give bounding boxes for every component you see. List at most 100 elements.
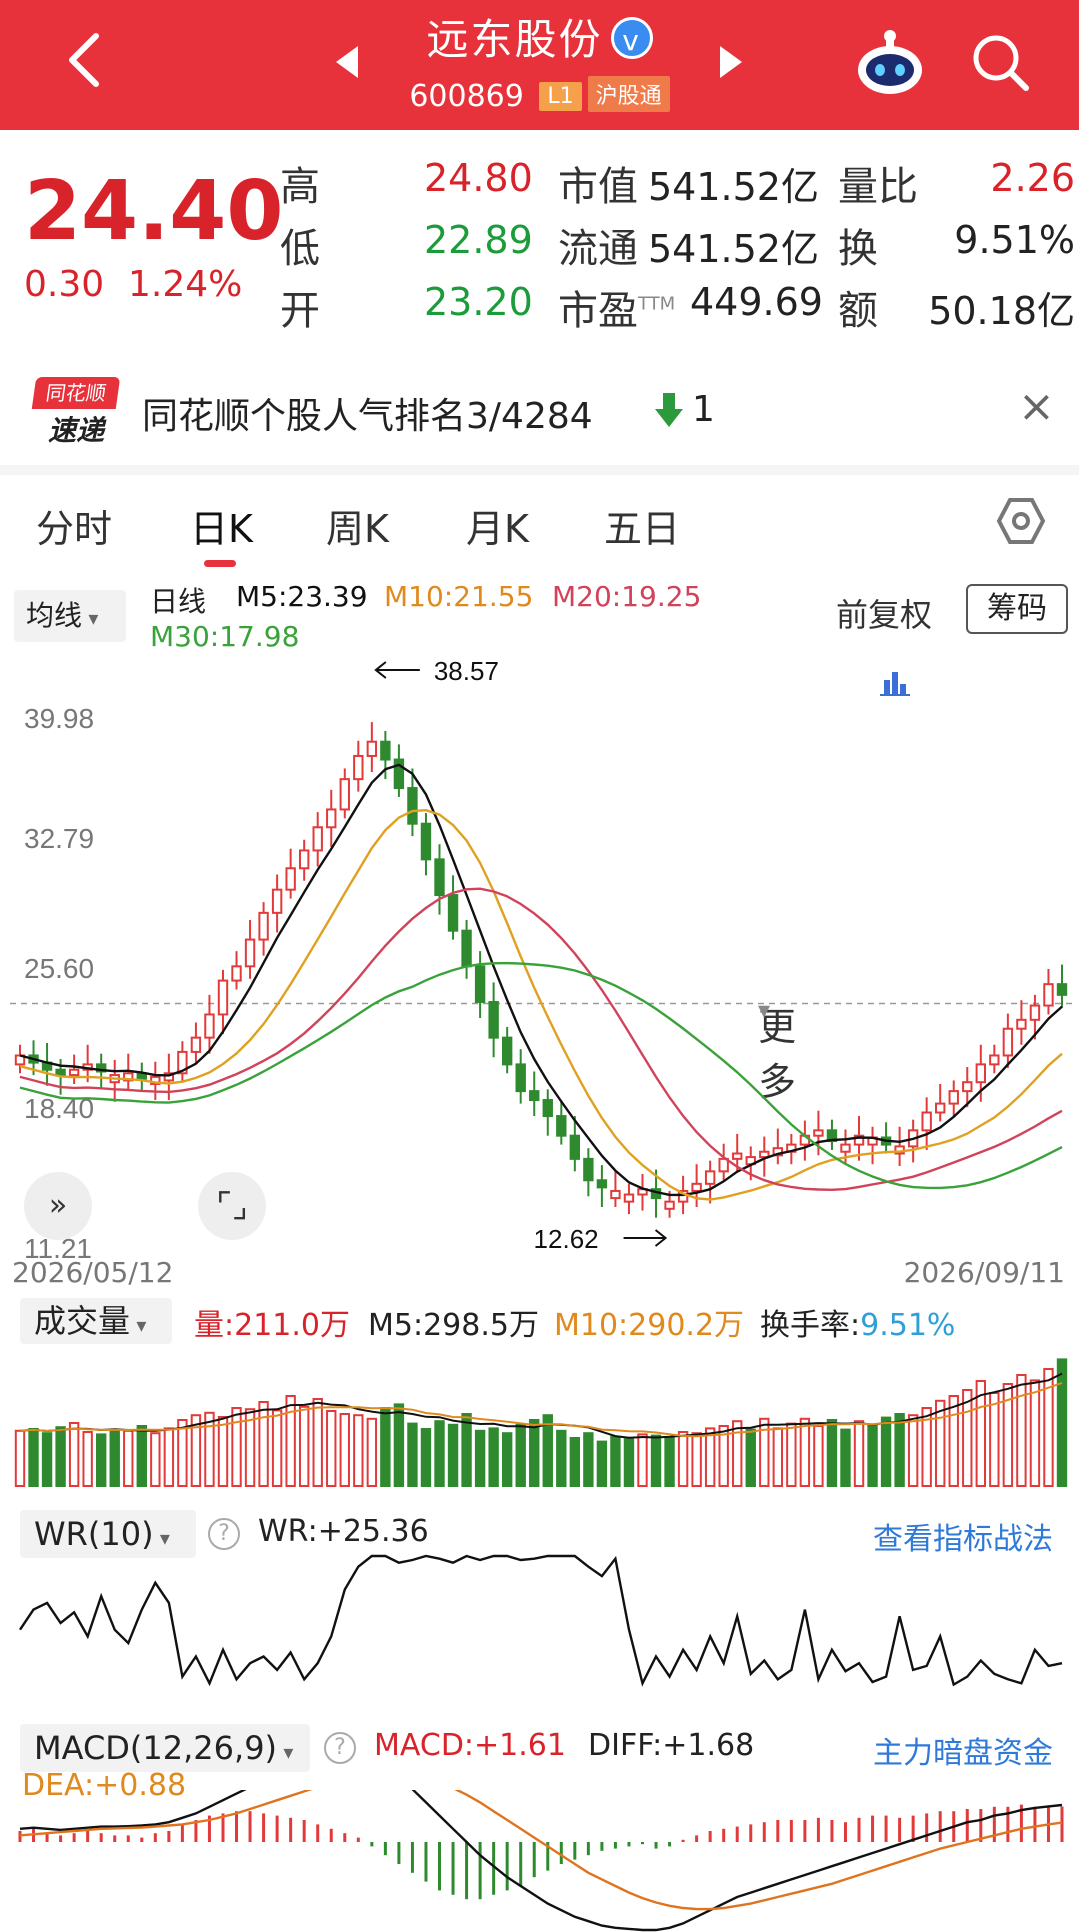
candle-body bbox=[921, 1111, 932, 1132]
low-mark: 12.62 bbox=[534, 1224, 599, 1254]
volume-bar bbox=[907, 1414, 919, 1487]
volume-bar bbox=[583, 1432, 594, 1487]
high-value: 24.80 bbox=[424, 156, 533, 200]
volume-bar bbox=[623, 1438, 635, 1487]
volume-chart bbox=[14, 1358, 1068, 1488]
candle-body bbox=[840, 1143, 851, 1153]
candle-body bbox=[380, 740, 391, 761]
macd-value: MACD:+1.61 bbox=[374, 1728, 566, 1763]
volume-bar bbox=[772, 1427, 784, 1487]
candle-body bbox=[14, 1054, 26, 1066]
high-label: 高 bbox=[280, 164, 320, 210]
candle-body bbox=[123, 1072, 134, 1082]
tab-monthly-k[interactable]: 月K bbox=[466, 507, 529, 551]
verified-icon: v bbox=[610, 17, 653, 59]
search-icon[interactable] bbox=[968, 30, 1032, 94]
tab-timeshare[interactable]: 分时 bbox=[36, 507, 113, 551]
volume-bar bbox=[41, 1432, 53, 1487]
candle-body bbox=[55, 1068, 66, 1077]
tab-daily-k[interactable]: 日K bbox=[190, 507, 253, 551]
candle-body bbox=[1043, 983, 1054, 1007]
candle-body bbox=[596, 1179, 608, 1189]
volume-bar bbox=[894, 1413, 905, 1487]
candle-body bbox=[95, 1063, 107, 1073]
ma-selector[interactable]: 均线 ▾ bbox=[14, 590, 126, 642]
chip-button[interactable]: 筹码 bbox=[966, 584, 1068, 634]
candle-body bbox=[935, 1102, 946, 1114]
chevron-left-icon[interactable] bbox=[64, 30, 104, 90]
tab-five-day[interactable]: 五日 bbox=[604, 507, 681, 551]
dea-value: DEA:+0.88 bbox=[22, 1768, 187, 1803]
news-banner[interactable]: 同花顺 速递 同花顺个股人气排名3/4284 1 × bbox=[0, 355, 1079, 465]
volume-turnover: 换手率:9.51% bbox=[760, 1308, 956, 1343]
close-icon[interactable]: × bbox=[1018, 381, 1055, 432]
robot-icon[interactable] bbox=[852, 24, 928, 100]
diff-value: DIFF:+1.68 bbox=[588, 1728, 755, 1763]
volume-bar bbox=[68, 1422, 80, 1487]
volume-bar bbox=[759, 1417, 770, 1487]
wr-strategy-link[interactable]: 查看指标战法 bbox=[873, 1522, 1053, 1557]
volume-bar bbox=[556, 1429, 567, 1488]
app-header: 远东股份 v 600869 L1 沪股通 bbox=[0, 0, 1079, 130]
volume-m10: M10:290.2万 bbox=[554, 1308, 745, 1343]
candle-body bbox=[556, 1115, 567, 1137]
volume-bar bbox=[14, 1429, 26, 1488]
volume-bar bbox=[1043, 1368, 1054, 1487]
volume-bar bbox=[826, 1419, 838, 1487]
hexagon-settings-icon[interactable] bbox=[996, 496, 1046, 546]
volume-bar bbox=[745, 1428, 756, 1487]
help-icon[interactable]: ? bbox=[208, 1518, 240, 1550]
volume-bar bbox=[420, 1428, 432, 1487]
volume-bar bbox=[880, 1416, 892, 1487]
volume-bar bbox=[1016, 1374, 1027, 1487]
main-funds-link[interactable]: 主力暗盘资金 bbox=[873, 1736, 1053, 1771]
connect-tag: 沪股通 bbox=[587, 76, 670, 112]
volume-bar bbox=[786, 1422, 797, 1487]
stock-name: 远东股份 bbox=[426, 15, 603, 64]
candle-body bbox=[677, 1189, 689, 1203]
volume-bar bbox=[1029, 1379, 1041, 1487]
volume-bar bbox=[434, 1420, 445, 1487]
compare-bar bbox=[900, 684, 906, 694]
candle-body bbox=[244, 938, 256, 968]
candle-body bbox=[474, 965, 486, 1003]
candle-body bbox=[339, 778, 350, 811]
volume-bar bbox=[1002, 1383, 1014, 1487]
price-change-pct: 1.24% bbox=[128, 264, 243, 305]
macd-selector[interactable]: MACD(12,26,9) ▾ bbox=[20, 1724, 310, 1772]
volume-bar bbox=[393, 1403, 405, 1487]
wr-selector[interactable]: WR(10) ▾ bbox=[20, 1510, 196, 1558]
prev-stock-icon[interactable] bbox=[334, 44, 360, 80]
candle-body bbox=[1016, 1018, 1027, 1030]
adjust-label[interactable]: 前复权 bbox=[836, 596, 933, 634]
volratio-value: 2.26 bbox=[990, 156, 1075, 200]
volume-bar bbox=[217, 1416, 229, 1487]
candle-body bbox=[285, 867, 296, 891]
macd-chart bbox=[18, 1790, 1064, 1932]
turnover-label: 换 bbox=[838, 226, 878, 272]
next-stock-icon[interactable] bbox=[718, 44, 744, 80]
tab-weekly-k[interactable]: 周K bbox=[326, 507, 389, 551]
high-arrow-head bbox=[374, 661, 387, 679]
ma5-label: M5:23.39 bbox=[236, 580, 368, 613]
fullscreen-icon[interactable]: ⌜⌟ bbox=[198, 1172, 266, 1240]
help-icon[interactable]: ? bbox=[324, 1732, 356, 1764]
candle-body bbox=[447, 894, 459, 932]
volume-selector[interactable]: 成交量 ▾ bbox=[20, 1298, 172, 1344]
rank-change: 1 bbox=[692, 389, 715, 430]
price-change: 0.30 bbox=[24, 264, 105, 305]
volume-bar bbox=[650, 1434, 662, 1487]
candle-body bbox=[150, 1075, 161, 1085]
active-tab-indicator bbox=[204, 560, 236, 567]
volume-bar bbox=[569, 1437, 581, 1487]
volume-bar bbox=[326, 1410, 337, 1487]
expand-icon[interactable]: » bbox=[24, 1172, 92, 1240]
candle-body bbox=[393, 758, 405, 790]
volume-bar bbox=[1056, 1358, 1068, 1487]
mktcap-label: 市值 bbox=[558, 164, 638, 210]
y-tick-label: 39.98 bbox=[24, 703, 94, 734]
ma-line-m20 bbox=[19, 887, 1063, 1192]
candle-body bbox=[204, 1013, 215, 1039]
volume-bar bbox=[109, 1428, 120, 1487]
